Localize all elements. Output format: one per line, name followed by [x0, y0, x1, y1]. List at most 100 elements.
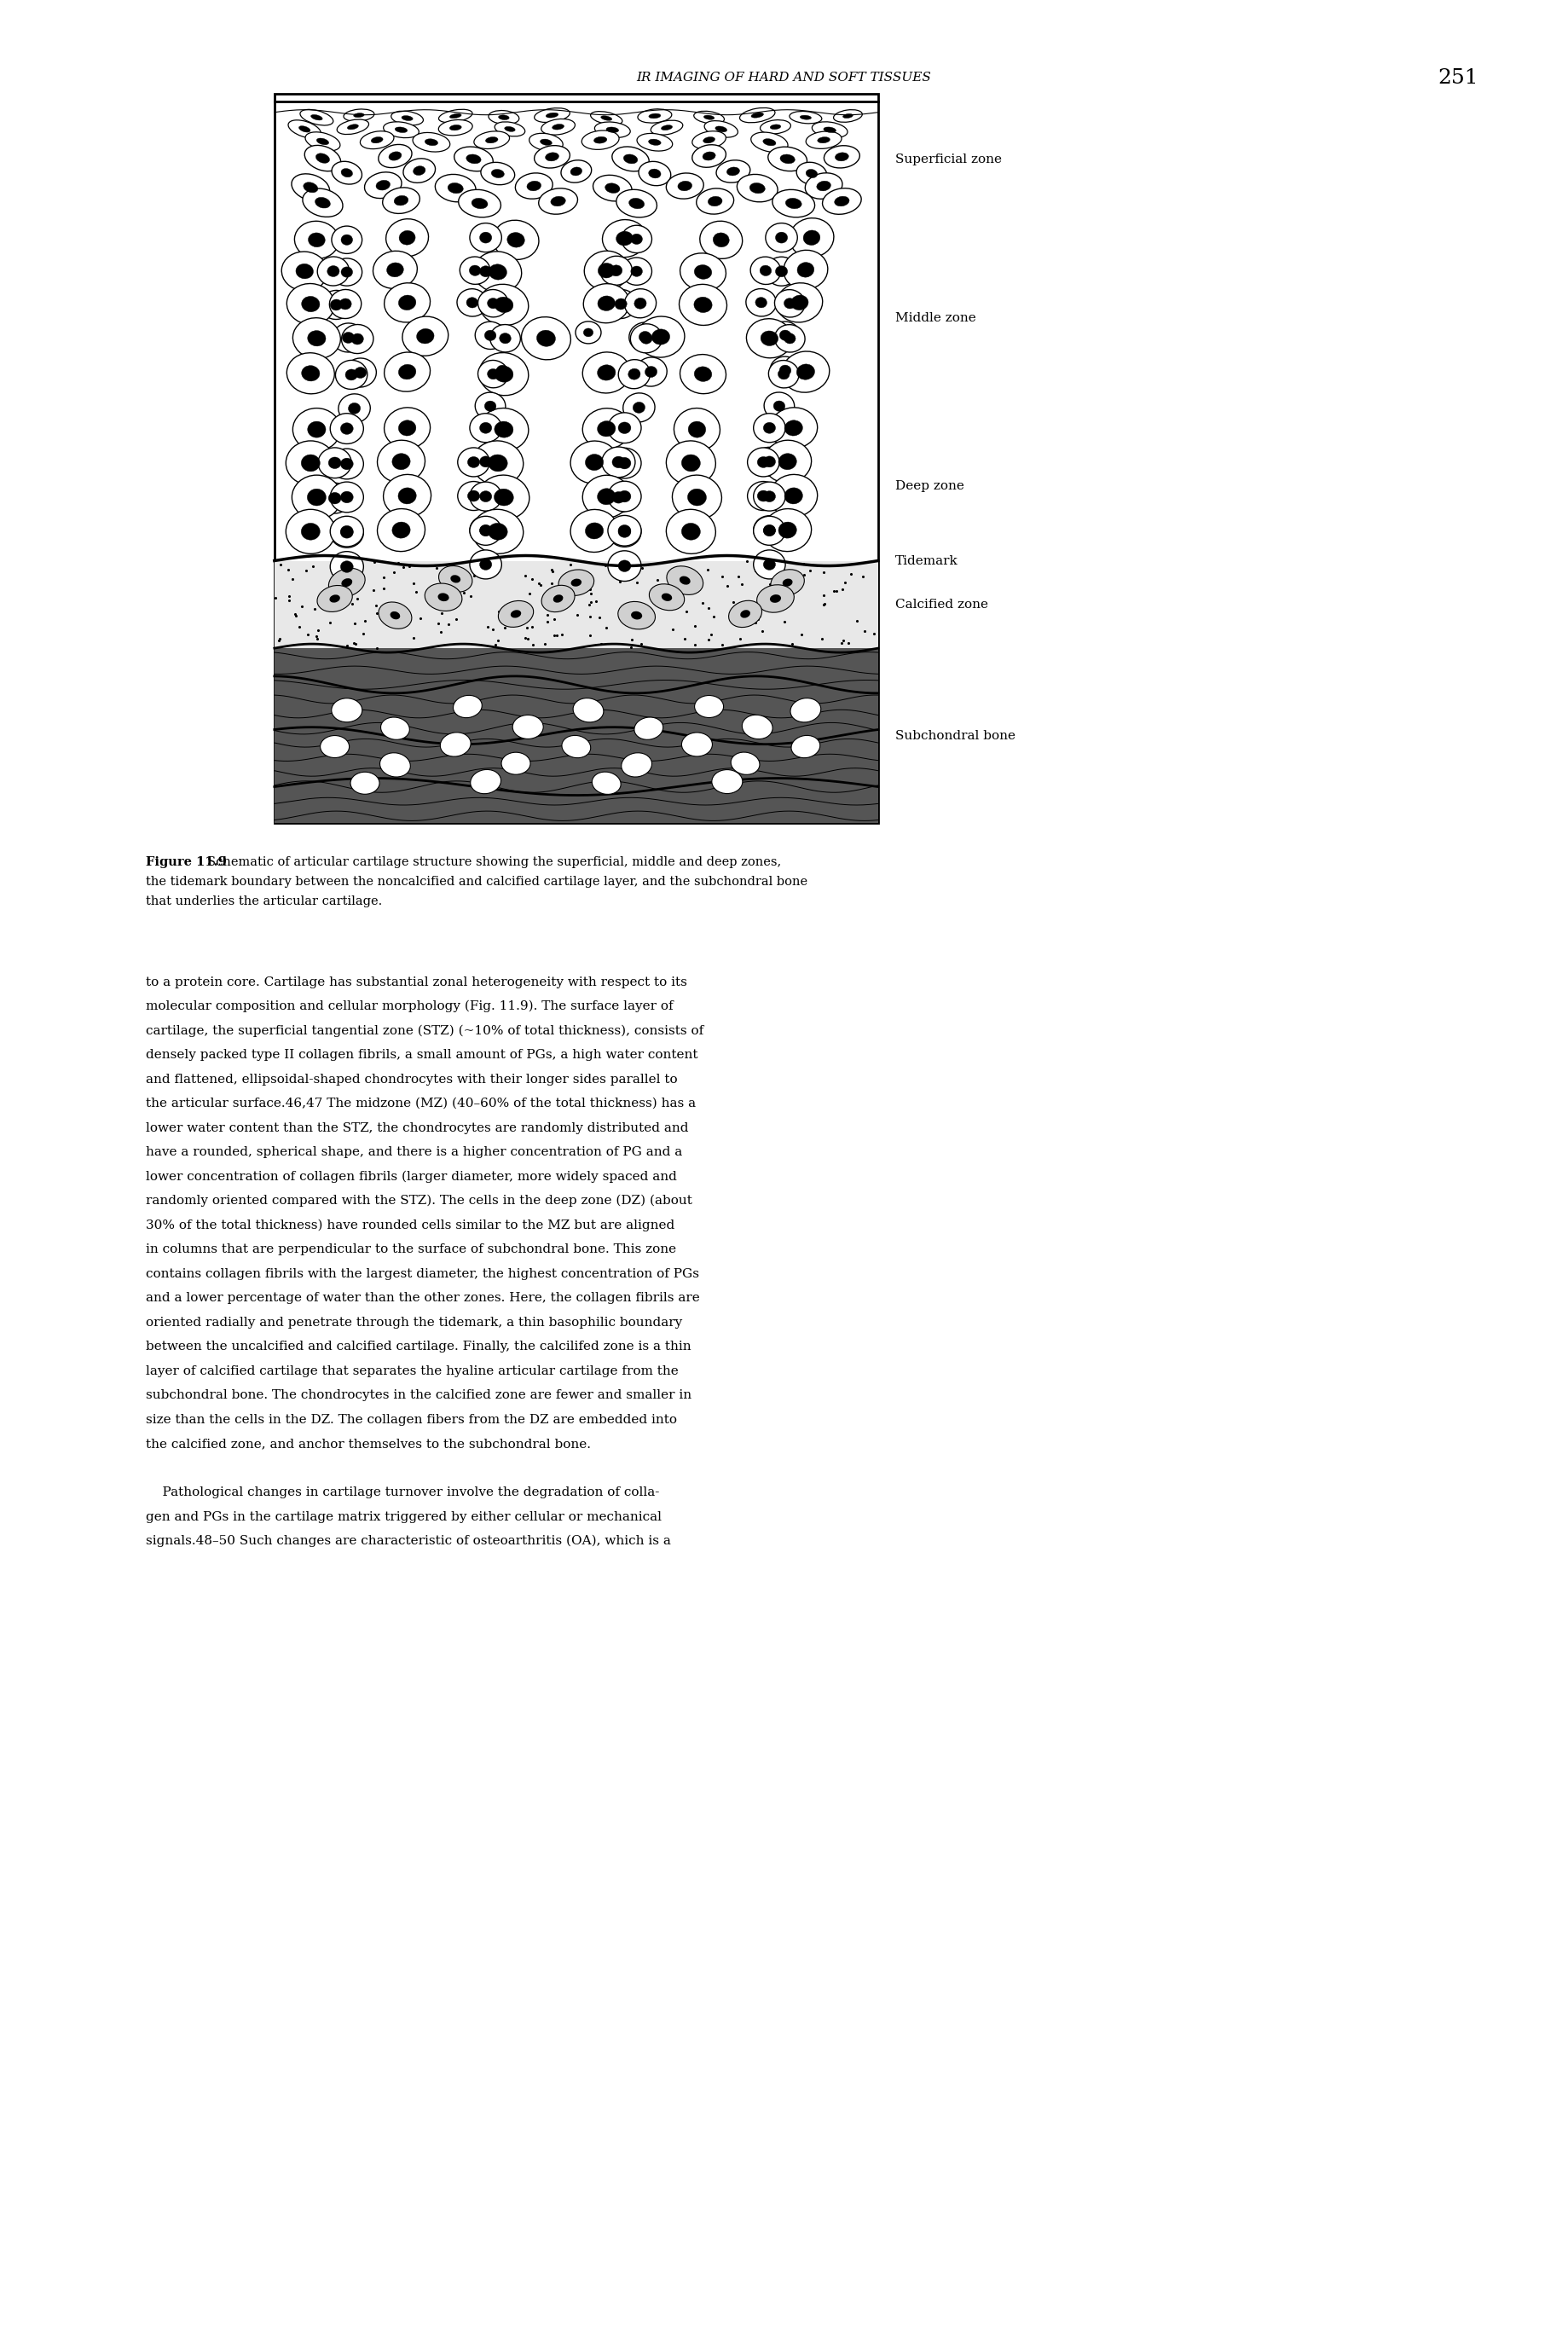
Point — [458, 576, 483, 614]
Text: Subchondral bone: Subchondral bone — [895, 729, 1016, 741]
Ellipse shape — [773, 191, 815, 216]
Ellipse shape — [779, 365, 792, 376]
Point — [287, 607, 312, 644]
Point — [764, 588, 789, 626]
Ellipse shape — [602, 447, 635, 477]
Text: densely packed type II collagen fibrils, a small amount of PGs, a high water con: densely packed type II collagen fibrils,… — [146, 1049, 698, 1061]
Ellipse shape — [459, 256, 491, 285]
Point — [306, 612, 331, 649]
Ellipse shape — [536, 329, 555, 346]
Ellipse shape — [764, 393, 795, 421]
Point — [370, 569, 395, 607]
Ellipse shape — [301, 296, 320, 313]
Point — [666, 572, 691, 609]
Point — [839, 555, 864, 593]
Point — [734, 541, 759, 579]
Ellipse shape — [585, 454, 604, 470]
Ellipse shape — [456, 289, 488, 318]
Ellipse shape — [470, 223, 502, 252]
Ellipse shape — [342, 332, 354, 343]
Ellipse shape — [593, 174, 632, 202]
Ellipse shape — [331, 259, 362, 287]
Ellipse shape — [784, 421, 803, 435]
Ellipse shape — [775, 289, 804, 318]
Ellipse shape — [612, 492, 624, 503]
Ellipse shape — [571, 510, 618, 553]
Ellipse shape — [806, 132, 842, 148]
Ellipse shape — [746, 318, 792, 358]
Point — [469, 550, 494, 588]
Ellipse shape — [546, 113, 558, 118]
Point — [268, 546, 293, 583]
Point — [771, 602, 797, 640]
Ellipse shape — [293, 409, 340, 452]
Point — [775, 581, 800, 619]
Text: 30% of the total thickness) have rounded cells similar to the MZ but are aligned: 30% of the total thickness) have rounded… — [146, 1218, 674, 1232]
Ellipse shape — [511, 609, 521, 619]
Ellipse shape — [709, 195, 723, 207]
Ellipse shape — [726, 167, 740, 176]
Point — [342, 604, 367, 642]
Ellipse shape — [389, 151, 401, 160]
Ellipse shape — [608, 412, 641, 442]
Ellipse shape — [292, 174, 329, 200]
Ellipse shape — [328, 266, 339, 278]
Ellipse shape — [384, 282, 430, 322]
Ellipse shape — [340, 524, 353, 536]
Ellipse shape — [470, 414, 502, 442]
Point — [792, 557, 817, 595]
Ellipse shape — [398, 294, 416, 310]
Text: size than the cells in the DZ. The collagen fibers from the DZ are embedded into: size than the cells in the DZ. The colla… — [146, 1414, 677, 1425]
Point — [539, 550, 564, 588]
Ellipse shape — [770, 595, 781, 602]
Ellipse shape — [481, 162, 514, 186]
Text: 251: 251 — [1438, 68, 1479, 87]
Ellipse shape — [342, 579, 353, 588]
Text: randomly oriented compared with the STZ). The cells in the deep zone (DZ) (about: randomly oriented compared with the STZ)… — [146, 1195, 691, 1207]
Ellipse shape — [597, 263, 615, 278]
Ellipse shape — [306, 132, 340, 151]
Ellipse shape — [633, 402, 644, 414]
Ellipse shape — [693, 111, 724, 125]
Point — [405, 574, 430, 612]
Ellipse shape — [315, 153, 329, 162]
Point — [519, 560, 544, 597]
Ellipse shape — [770, 322, 801, 348]
Point — [630, 550, 655, 588]
Ellipse shape — [731, 753, 759, 774]
Ellipse shape — [331, 550, 364, 581]
Point — [594, 609, 619, 647]
Point — [861, 614, 886, 652]
Point — [696, 621, 721, 659]
Ellipse shape — [491, 169, 505, 179]
Ellipse shape — [489, 111, 519, 125]
Ellipse shape — [378, 508, 425, 550]
Ellipse shape — [704, 115, 715, 120]
Ellipse shape — [331, 482, 364, 513]
Text: that underlies the articular cartilage.: that underlies the articular cartilage. — [146, 896, 383, 908]
Ellipse shape — [394, 195, 408, 205]
Point — [779, 626, 804, 663]
Ellipse shape — [474, 132, 510, 148]
Ellipse shape — [608, 550, 641, 581]
Point — [753, 583, 778, 621]
Point — [550, 579, 575, 616]
Ellipse shape — [825, 146, 859, 167]
Point — [267, 621, 292, 659]
Point — [539, 553, 564, 590]
Bar — [274, 649, 878, 823]
Ellipse shape — [527, 181, 541, 191]
Ellipse shape — [760, 266, 771, 275]
Point — [431, 562, 456, 600]
Ellipse shape — [812, 122, 848, 139]
Ellipse shape — [398, 421, 416, 435]
Point — [390, 548, 416, 586]
Ellipse shape — [765, 223, 798, 252]
Ellipse shape — [754, 515, 786, 546]
Ellipse shape — [304, 146, 340, 172]
Point — [836, 623, 861, 661]
Ellipse shape — [328, 492, 342, 503]
Ellipse shape — [594, 136, 607, 143]
Ellipse shape — [688, 489, 706, 506]
Point — [746, 597, 771, 635]
